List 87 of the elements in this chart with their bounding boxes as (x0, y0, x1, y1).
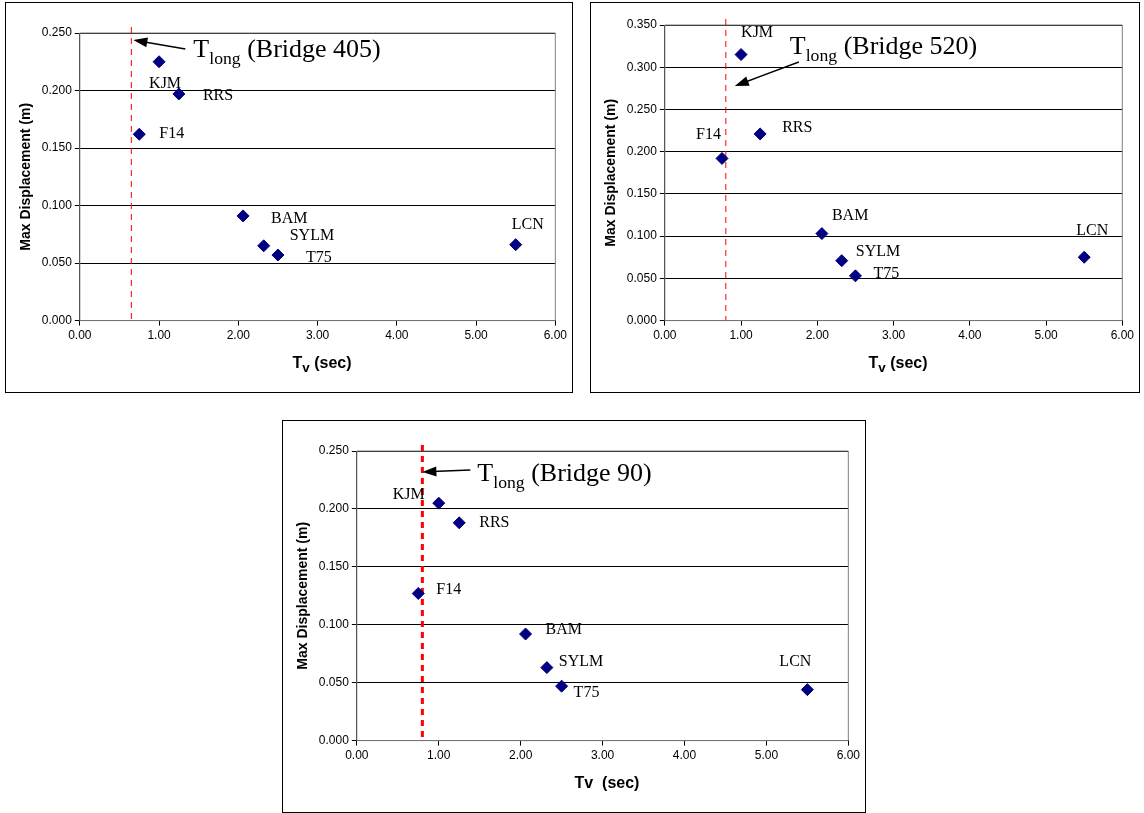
y-tick-label: 0.250 (626, 101, 658, 116)
annotation: T75 (573, 683, 600, 701)
annotation: SYLM (855, 241, 901, 259)
x-tick-label: 6.00 (836, 748, 861, 763)
y-tick-label: 0.050 (318, 674, 350, 689)
annotation: SYLM (289, 226, 335, 244)
annotation: F14 (159, 124, 185, 142)
point (1077, 250, 1091, 264)
y-tick-label: 0.300 (626, 59, 658, 74)
point (753, 127, 767, 141)
x-tick-label: 2.00 (226, 328, 251, 343)
point (815, 227, 829, 241)
y-tick-label: 0.200 (41, 82, 73, 97)
x-tick-label: 3.00 (881, 328, 906, 343)
point (509, 238, 523, 252)
annotation: F14 (436, 579, 462, 597)
point (835, 254, 849, 268)
y-tick-label: 0.200 (626, 144, 658, 158)
annotation: LCN (511, 214, 545, 232)
y-tick-label: 0.000 (626, 312, 658, 327)
annotation: BAM (831, 205, 869, 223)
annotation: SYLM (558, 651, 604, 669)
annotation: KJM (741, 22, 774, 40)
x-tick-label: 0.00 (653, 328, 677, 343)
annotation: BAM (271, 209, 308, 227)
y-tick-label: 0.000 (41, 312, 73, 327)
point (236, 209, 250, 223)
annotation: LCN (1076, 221, 1109, 239)
annotation: T75 (873, 264, 900, 282)
y-tick-label: 0.150 (626, 186, 658, 201)
point (715, 151, 729, 165)
point (848, 269, 862, 283)
y-axis-title: Max Displacement (m) (17, 102, 34, 251)
x-tick-label: 2.00 (508, 748, 533, 763)
y-tick-label: 0.350 (626, 17, 658, 32)
y-tick-label: 0.150 (318, 559, 350, 574)
point (519, 627, 533, 641)
x-axis-title: T$_{v}$ (sec) (291, 354, 353, 376)
annotation: RRS (479, 513, 510, 531)
point (734, 48, 748, 62)
y-axis-title: Max Displacement (m) (602, 98, 619, 247)
annotation: RRS (782, 118, 813, 136)
point (540, 661, 554, 675)
x-tick-label: 5.00 (754, 748, 779, 763)
point (152, 55, 166, 69)
x-tick-label: 0.00 (345, 748, 369, 763)
x-tick-label: 4.00 (385, 328, 409, 343)
point (800, 683, 814, 697)
y-tick-label: 0.050 (41, 255, 73, 270)
point (271, 248, 285, 262)
y-tick-label: 0.200 (318, 501, 350, 516)
y-tick-label: 0.250 (318, 443, 350, 458)
x-tick-label: 5.00 (1034, 328, 1059, 343)
x-tick-label: 6.00 (1110, 328, 1135, 343)
y-axis-title: Max Displacement (m) (294, 521, 311, 670)
point (452, 516, 466, 530)
x-tick-label: 1.00 (427, 748, 451, 763)
x-tick-label: 4.00 (958, 328, 982, 343)
x-tick-label: 5.00 (464, 328, 489, 343)
point (555, 679, 569, 693)
y-tick-label: 0.100 (626, 228, 658, 243)
point (432, 496, 446, 510)
point (132, 127, 146, 141)
x-tick-label: 3.00 (590, 748, 615, 763)
x-tick-label: 1.00 (729, 328, 754, 343)
x-tick-label: 4.00 (672, 748, 697, 763)
point (172, 87, 186, 101)
x-tick-label: 2.00 (805, 328, 830, 343)
y-tick-label: 0.050 (626, 270, 658, 285)
point (257, 239, 271, 253)
annotation: F14 (696, 124, 721, 142)
y-tick-label: 0.150 (41, 140, 73, 155)
annotation: T75 (305, 248, 332, 266)
y-tick-label: 0.250 (41, 25, 73, 40)
x-axis-title: T$_{v}$ (sec) (867, 354, 929, 376)
annotation: LCN (779, 651, 812, 669)
x-tick-label: 6.00 (543, 328, 568, 343)
x-tick-label: 1.00 (147, 328, 172, 343)
x-tick-label: 0.00 (68, 328, 92, 343)
x-tick-label: 3.00 (305, 328, 330, 343)
annotation: KJM (149, 73, 182, 91)
y-tick-label: 0.000 (318, 732, 350, 747)
annotation: KJM (392, 485, 425, 503)
point (411, 586, 425, 600)
y-tick-label: 0.100 (318, 617, 350, 632)
y-tick-label: 0.100 (41, 197, 73, 212)
x-axis-title: Tv (sec) (573, 774, 641, 792)
